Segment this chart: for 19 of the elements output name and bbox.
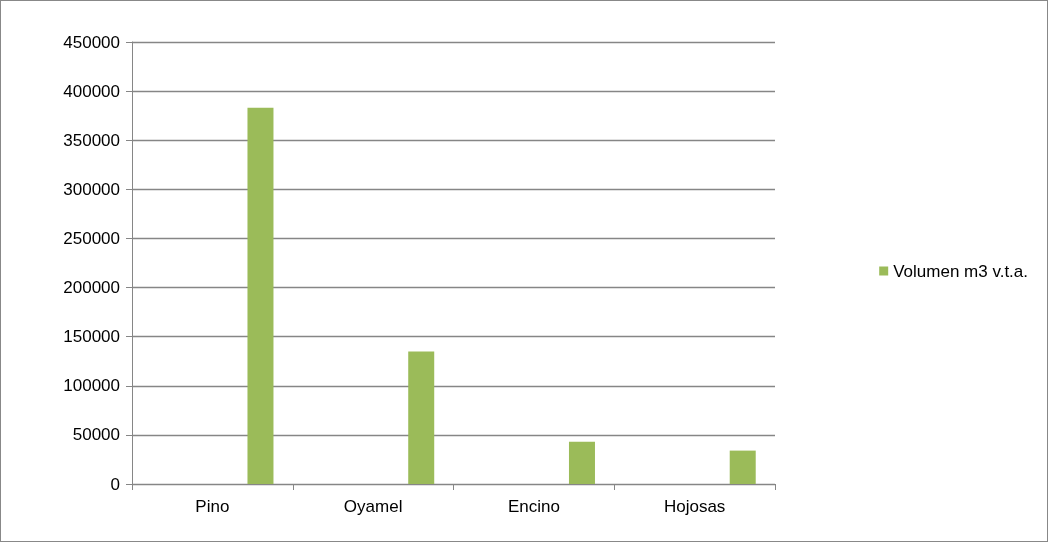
y-tick-label: 150000 <box>63 327 120 347</box>
x-tick-label: Pino <box>195 497 230 516</box>
bar <box>247 107 274 484</box>
bar <box>729 450 756 484</box>
y-tick-label: 0 <box>110 474 120 494</box>
y-tick-label: 50000 <box>72 425 120 445</box>
x-tick-label: Oyamel <box>343 497 403 516</box>
y-tick-label: 100000 <box>63 376 120 396</box>
legend-label: Volumen m3 v.t.a. <box>893 261 1029 281</box>
bar <box>568 441 595 484</box>
y-tick-label: 200000 <box>63 278 120 298</box>
bar <box>408 351 435 484</box>
x-tick-label: Encino <box>507 497 560 516</box>
y-tick-label: 450000 <box>63 32 120 52</box>
y-tick-label: 300000 <box>63 179 120 199</box>
y-tick-label: 350000 <box>63 130 120 150</box>
y-tick-label: 400000 <box>63 81 120 101</box>
y-tick-label: 250000 <box>63 228 120 248</box>
x-tick-label: Hojosas <box>663 497 726 516</box>
